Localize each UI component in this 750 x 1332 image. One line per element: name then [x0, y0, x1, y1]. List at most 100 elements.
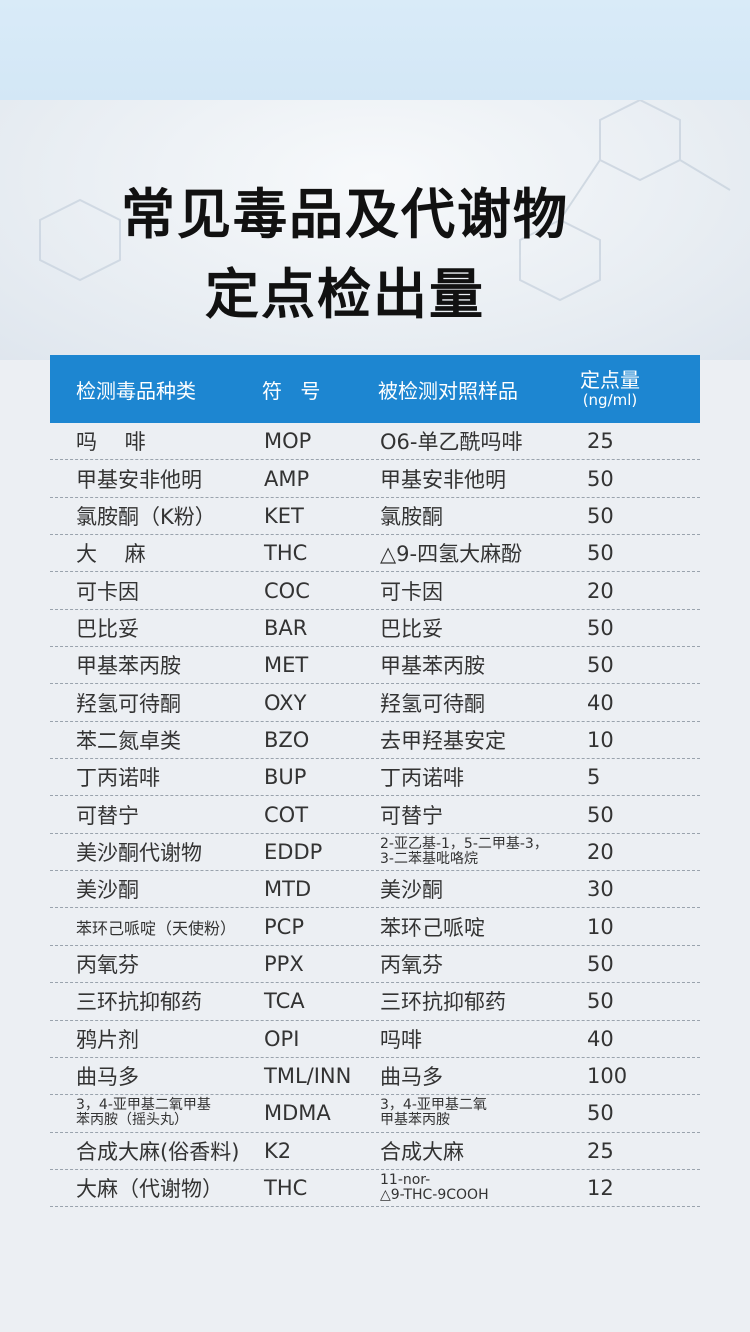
cell-reference-line: 11-nor- — [380, 1172, 431, 1189]
cell-symbol: BUP — [264, 765, 307, 790]
cell-category: 3，4-亚甲基二氧甲基 苯丙胺（摇头丸） — [76, 1095, 211, 1131]
cell-cutoff: 40 — [587, 690, 614, 715]
table-row: 甲基苯丙胺 MET 甲基苯丙胺 50 — [50, 647, 700, 685]
cell-cutoff: 50 — [587, 466, 614, 491]
table-row: 3，4-亚甲基二氧甲基 苯丙胺（摇头丸） MDMA 3，4-亚甲基二氧 甲基苯丙胺 50 — [50, 1095, 700, 1133]
cell-cutoff: 20 — [587, 839, 614, 864]
cell-category: 曲马多 — [76, 1065, 139, 1090]
header-cutoff: 定点量 (ng/ml) — [560, 355, 660, 423]
cell-reference: 美沙酮 — [380, 878, 443, 903]
table-row: 三环抗抑郁药 TCA 三环抗抑郁药 50 — [50, 983, 700, 1021]
table-row: 大 麻 THC △9-四氢大麻酚 50 — [50, 535, 700, 573]
cell-category: 美沙酮 — [76, 878, 139, 903]
cell-reference: 去甲羟基安定 — [380, 728, 506, 753]
cell-reference-line: 甲基苯丙胺 — [380, 1112, 450, 1129]
cell-category: 苯环己哌啶（天使粉） — [76, 918, 237, 938]
cell-category: 吗 啡 — [76, 430, 146, 455]
cell-symbol: EDDP — [264, 839, 323, 864]
cell-category: 大 麻 — [76, 542, 146, 567]
cell-reference: 11-nor- △9-THC-9COOH — [380, 1170, 489, 1206]
cell-category: 羟氢可待酮 — [76, 691, 181, 716]
cell-reference: 丁丙诺啡 — [380, 766, 464, 791]
table-row: 苯二氮卓类 BZO 去甲羟基安定 10 — [50, 722, 700, 760]
cell-symbol: THC — [264, 1176, 308, 1201]
table-row: 曲马多 TML/INN 曲马多 100 — [50, 1058, 700, 1096]
cell-symbol: AMP — [264, 466, 310, 491]
cell-symbol: BZO — [264, 727, 310, 752]
cell-symbol: TML/INN — [264, 1064, 352, 1089]
table-row: 巴比妥 BAR 巴比妥 50 — [50, 610, 700, 648]
cell-cutoff: 10 — [587, 914, 614, 939]
cell-reference: 巴比妥 — [380, 616, 443, 641]
table-row: 美沙酮 MTD 美沙酮 30 — [50, 871, 700, 909]
cell-category: 合成大麻(俗香料) — [76, 1139, 240, 1164]
cell-cutoff: 50 — [587, 802, 614, 827]
table-row: 合成大麻(俗香料) K2 合成大麻 25 — [50, 1133, 700, 1170]
table-row: 大麻（代谢物） THC 11-nor- △9-THC-9COOH 12 — [50, 1170, 700, 1208]
cell-reference: 甲基安非他明 — [380, 467, 506, 492]
cell-reference: 羟氢可待酮 — [380, 691, 485, 716]
cell-cutoff: 25 — [587, 1138, 614, 1163]
cell-cutoff: 20 — [587, 578, 614, 603]
table-row: 苯环己哌啶（天使粉） PCP 苯环己哌啶 10 — [50, 908, 700, 946]
cell-category: 丁丙诺啡 — [76, 766, 160, 791]
cell-reference: 可卡因 — [380, 579, 443, 604]
cell-symbol: K2 — [264, 1138, 292, 1163]
header-cutoff-unit: (ng/ml) — [582, 391, 638, 409]
cell-cutoff: 12 — [587, 1176, 614, 1201]
cell-cutoff: 40 — [587, 1026, 614, 1051]
table-row: 吗 啡 MOP O6-单乙酰吗啡 25 — [50, 423, 700, 461]
cell-reference: 甲基苯丙胺 — [380, 654, 485, 679]
cell-symbol: THC — [264, 541, 308, 566]
cell-symbol: TCA — [264, 989, 305, 1014]
cell-reference: 三环抗抑郁药 — [380, 990, 506, 1015]
cell-category: 美沙酮代谢物 — [76, 840, 202, 865]
cell-category: 鸦片剂 — [76, 1027, 139, 1052]
cell-cutoff: 25 — [587, 429, 614, 454]
cell-reference: 吗啡 — [380, 1027, 422, 1052]
cell-reference: 3，4-亚甲基二氧 甲基苯丙胺 — [380, 1095, 487, 1131]
table-row: 丙氧芬 PPX 丙氧芬 50 — [50, 946, 700, 984]
header-category: 检测毒品种类 — [76, 378, 196, 403]
cell-reference: △9-四氢大麻酚 — [380, 542, 523, 567]
cell-cutoff: 50 — [587, 503, 614, 528]
cell-category: 甲基苯丙胺 — [76, 654, 181, 679]
cell-symbol: OXY — [264, 690, 307, 715]
cell-cutoff: 30 — [587, 877, 614, 902]
cell-reference: O6-单乙酰吗啡 — [380, 430, 523, 455]
cell-cutoff: 50 — [587, 653, 614, 678]
cell-cutoff: 50 — [587, 615, 614, 640]
page-title-line-2: 定点检出量 — [205, 263, 485, 326]
table-body: 吗 啡 MOP O6-单乙酰吗啡 25 甲基安非他明 AMP 甲基安非他明 50 氯胺酮（K粉）… — [50, 423, 700, 1208]
cell-reference: 丙氧芬 — [380, 952, 443, 977]
cell-cutoff: 50 — [587, 541, 614, 566]
header-symbol: 符 号 — [262, 378, 327, 403]
cell-category: 大麻（代谢物） — [76, 1177, 223, 1202]
cell-symbol: OPI — [264, 1026, 300, 1051]
cell-category: 巴比妥 — [76, 616, 139, 641]
molecule-decoration — [39, 100, 731, 302]
cell-reference-line: 3，4-亚甲基二氧 — [380, 1097, 487, 1114]
detection-table: 检测毒品种类 符 号 被检测对照样品 定点量 (ng/ml) 吗 啡 MOP O6-… — [50, 355, 700, 1208]
cell-reference-line: 3-二苯基吡咯烷 — [380, 850, 478, 867]
cell-symbol: PCP — [264, 914, 304, 939]
cell-symbol: KET — [264, 503, 304, 528]
cell-reference-line: △9-THC-9COOH — [380, 1187, 489, 1204]
table-row: 鸦片剂 OPI 吗啡 40 — [50, 1021, 700, 1058]
cell-cutoff: 50 — [587, 951, 614, 976]
cell-cutoff: 5 — [587, 765, 601, 790]
cell-cutoff: 50 — [587, 1101, 614, 1126]
cell-symbol: COT — [264, 802, 309, 827]
cell-category-line: 3，4-亚甲基二氧甲基 — [76, 1097, 211, 1114]
page-title-line-1: 常见毒品及代谢物 — [121, 183, 569, 246]
cell-symbol: PPX — [264, 951, 304, 976]
cell-reference: 合成大麻 — [380, 1139, 464, 1164]
cell-category: 可卡因 — [76, 579, 139, 604]
table-row: 甲基安非他明 AMP 甲基安非他明 50 — [50, 460, 700, 498]
cell-cutoff: 100 — [587, 1064, 628, 1089]
cell-reference: 可替宁 — [380, 803, 443, 828]
cell-symbol: BAR — [264, 615, 308, 640]
cell-reference: 苯环己哌啶 — [380, 915, 485, 940]
cell-category: 可替宁 — [76, 803, 139, 828]
cell-category: 苯二氮卓类 — [76, 728, 181, 753]
